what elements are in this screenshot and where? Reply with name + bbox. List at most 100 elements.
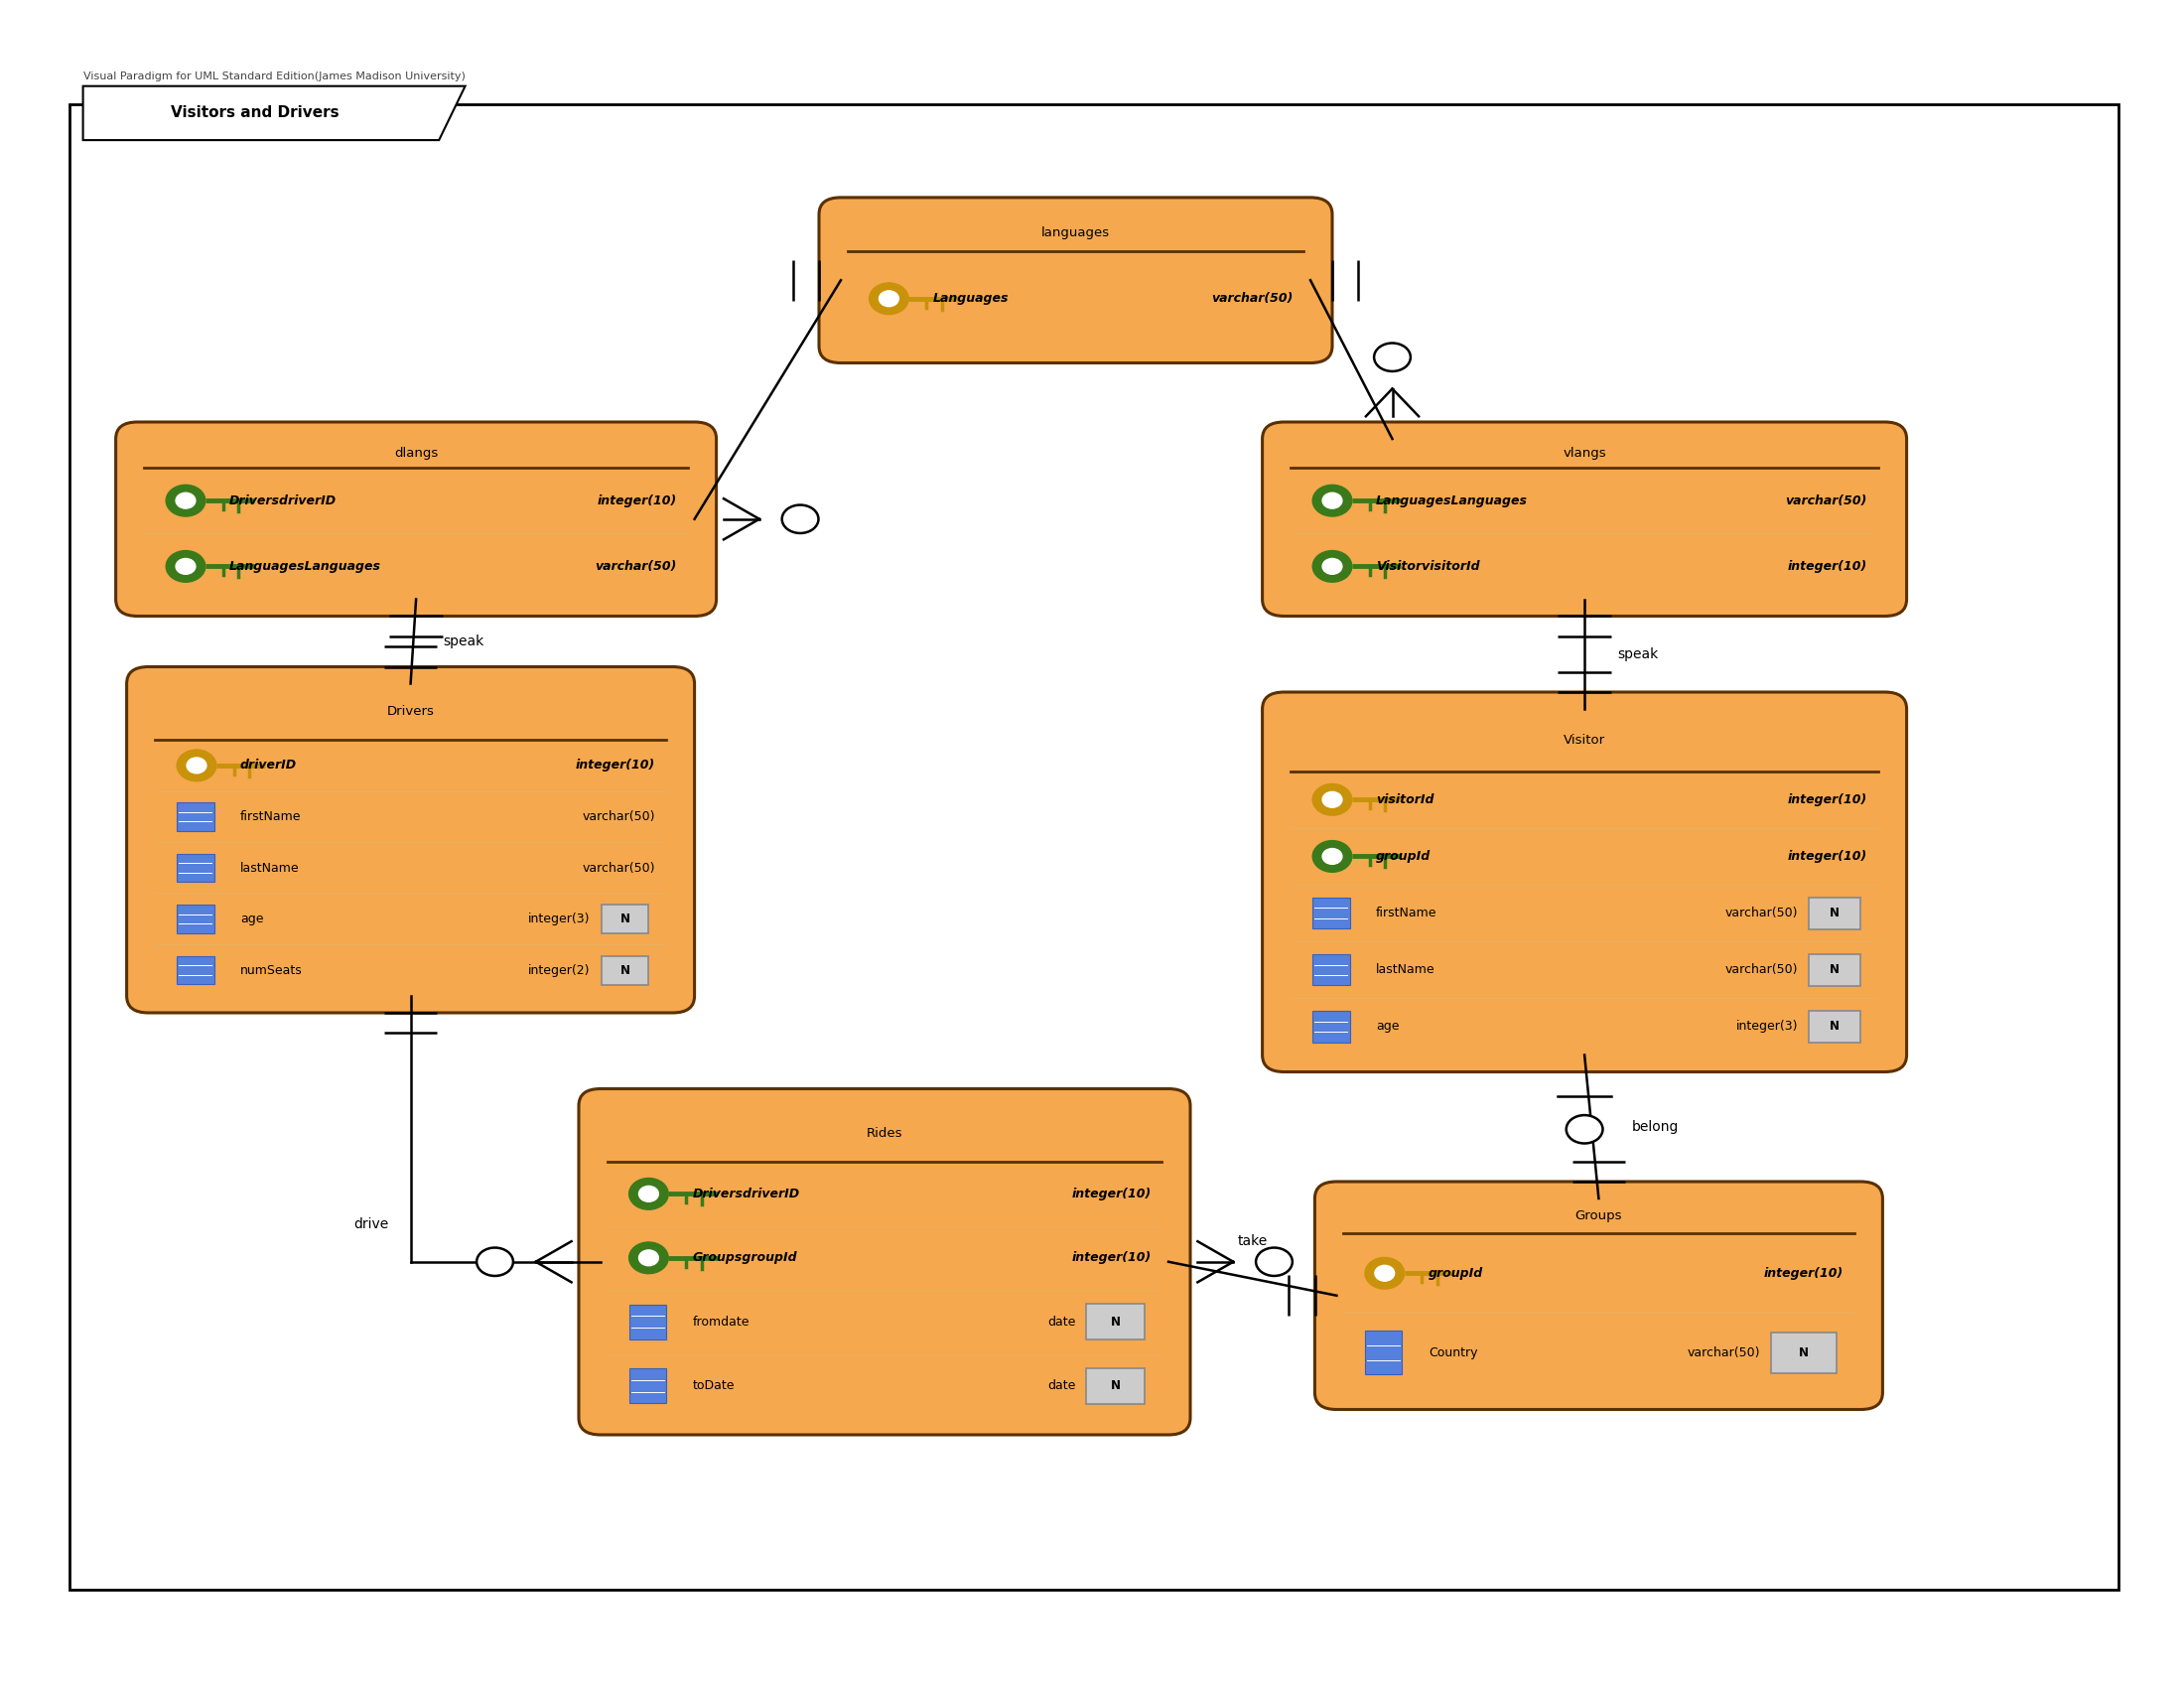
Text: date: date [1046, 1379, 1075, 1393]
Text: N: N [1830, 1020, 1839, 1033]
Ellipse shape [1313, 550, 1352, 582]
Ellipse shape [629, 1242, 668, 1274]
FancyBboxPatch shape [1808, 954, 1861, 986]
Text: Drivers: Drivers [387, 706, 435, 717]
Text: firstName: firstName [240, 810, 301, 824]
Text: lastName: lastName [240, 861, 299, 874]
Ellipse shape [878, 290, 900, 307]
Text: groupId: groupId [1376, 851, 1431, 863]
Text: Country: Country [1428, 1347, 1476, 1359]
Ellipse shape [1321, 559, 1341, 574]
Text: integer(10): integer(10) [1789, 793, 1867, 807]
Ellipse shape [869, 284, 909, 314]
Circle shape [1256, 1247, 1293, 1276]
Ellipse shape [175, 493, 197, 508]
Text: lastName: lastName [1376, 964, 1435, 976]
Text: integer(10): integer(10) [1072, 1187, 1151, 1200]
Text: date: date [1046, 1315, 1075, 1328]
Ellipse shape [1376, 1266, 1396, 1281]
Text: Visual Paradigm for UML Standard Edition(James Madison University): Visual Paradigm for UML Standard Edition… [83, 71, 465, 81]
Ellipse shape [629, 1178, 668, 1210]
Text: age: age [1376, 1020, 1400, 1033]
Text: fromdate: fromdate [692, 1315, 749, 1328]
FancyBboxPatch shape [70, 105, 2118, 1590]
Text: N: N [620, 964, 629, 977]
Text: integer(10): integer(10) [1765, 1266, 1843, 1280]
Bar [177, 854, 214, 881]
FancyBboxPatch shape [1085, 1305, 1144, 1340]
Text: varchar(50): varchar(50) [1212, 292, 1293, 306]
Text: driverID: driverID [240, 760, 297, 771]
Text: languages: languages [1042, 226, 1109, 240]
FancyBboxPatch shape [579, 1089, 1190, 1435]
Ellipse shape [177, 749, 216, 782]
Text: integer(3): integer(3) [1736, 1020, 1797, 1033]
Text: take: take [1238, 1234, 1267, 1249]
Text: numSeats: numSeats [240, 964, 304, 977]
Text: integer(3): integer(3) [529, 913, 590, 925]
FancyBboxPatch shape [1808, 1011, 1861, 1043]
FancyBboxPatch shape [1808, 898, 1861, 928]
Text: age: age [240, 913, 264, 925]
Text: N: N [1830, 964, 1839, 976]
Text: visitorId: visitorId [1376, 793, 1435, 807]
Bar [1313, 898, 1350, 928]
Text: Languages: Languages [933, 292, 1009, 306]
Text: integer(10): integer(10) [598, 495, 677, 506]
Text: LanguagesLanguages: LanguagesLanguages [229, 560, 382, 572]
Circle shape [1566, 1116, 1603, 1143]
Text: varchar(50): varchar(50) [1787, 495, 1867, 506]
Bar [1313, 1011, 1350, 1041]
FancyBboxPatch shape [1771, 1334, 1837, 1372]
Text: varchar(50): varchar(50) [583, 810, 655, 824]
Text: varchar(50): varchar(50) [1725, 964, 1797, 976]
Bar [177, 802, 214, 830]
Text: DriversdriverID: DriversdriverID [229, 495, 336, 506]
Text: N: N [1109, 1379, 1120, 1393]
FancyBboxPatch shape [116, 422, 716, 616]
Text: groupId: groupId [1428, 1266, 1483, 1280]
Bar [1365, 1330, 1402, 1374]
Text: vlangs: vlangs [1564, 447, 1605, 459]
Text: varchar(50): varchar(50) [1725, 906, 1797, 920]
Text: LanguagesLanguages: LanguagesLanguages [1376, 495, 1529, 506]
Text: Groups: Groups [1575, 1210, 1623, 1222]
Text: drive: drive [354, 1217, 389, 1232]
Text: toDate: toDate [692, 1379, 734, 1393]
Circle shape [476, 1247, 513, 1276]
Circle shape [1374, 343, 1411, 371]
Ellipse shape [1365, 1258, 1404, 1290]
Text: varchar(50): varchar(50) [596, 560, 677, 572]
Ellipse shape [1321, 792, 1341, 807]
FancyBboxPatch shape [601, 955, 649, 984]
Text: VisitorvisitorId: VisitorvisitorId [1376, 560, 1481, 572]
Ellipse shape [638, 1187, 660, 1202]
Ellipse shape [186, 758, 205, 773]
Ellipse shape [1313, 841, 1352, 873]
Ellipse shape [1321, 849, 1341, 864]
Bar [629, 1369, 666, 1403]
FancyBboxPatch shape [1262, 422, 1907, 616]
Ellipse shape [166, 550, 205, 582]
Text: dlangs: dlangs [393, 447, 439, 459]
Text: speak: speak [443, 635, 485, 648]
Ellipse shape [1321, 493, 1341, 508]
FancyBboxPatch shape [1262, 692, 1907, 1072]
Text: N: N [1800, 1347, 1808, 1359]
Text: belong: belong [1631, 1119, 1679, 1134]
Ellipse shape [175, 559, 197, 574]
Text: N: N [1830, 906, 1839, 920]
Polygon shape [83, 86, 465, 140]
FancyBboxPatch shape [1315, 1182, 1883, 1409]
Ellipse shape [638, 1251, 660, 1266]
Text: Rides: Rides [867, 1128, 902, 1139]
Text: integer(2): integer(2) [529, 964, 590, 977]
Text: varchar(50): varchar(50) [583, 861, 655, 874]
FancyBboxPatch shape [601, 905, 649, 933]
Text: varchar(50): varchar(50) [1688, 1347, 1760, 1359]
Ellipse shape [1313, 783, 1352, 815]
Text: DriversdriverID: DriversdriverID [692, 1187, 799, 1200]
FancyBboxPatch shape [1085, 1369, 1144, 1404]
Text: integer(10): integer(10) [577, 760, 655, 771]
Text: firstName: firstName [1376, 906, 1437, 920]
